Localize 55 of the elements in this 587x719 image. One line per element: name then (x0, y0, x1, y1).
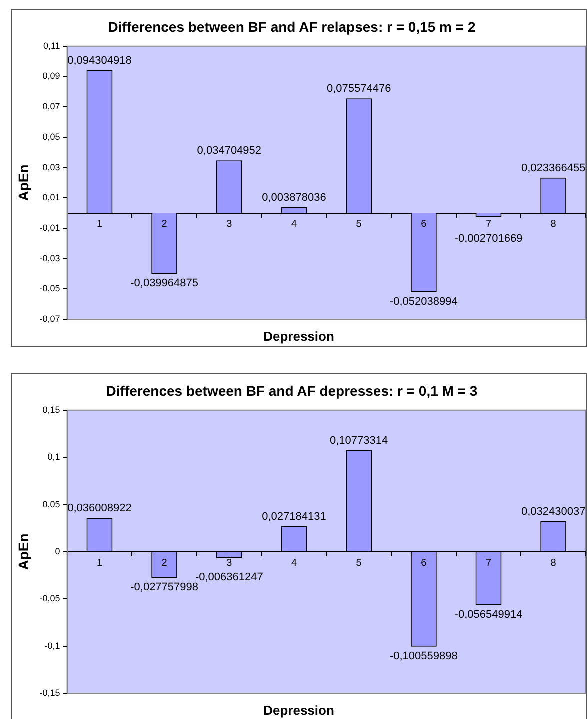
y-tick-label: 0,05 (42, 499, 60, 510)
y-tick-label: -0,05 (40, 594, 60, 604)
data-label: 0,032430037 (521, 506, 586, 518)
y-tick-label: -0,07 (40, 314, 60, 324)
x-tick-label: 6 (421, 558, 428, 569)
x-axis-title: Depression (262, 328, 336, 346)
x-tick-label: 1 (96, 219, 103, 230)
x-tick-label: 1 (96, 558, 103, 569)
x-tick-label: 5 (356, 219, 362, 230)
y-tick-label: 0,05 (42, 132, 60, 142)
y-tick-label: 0,15 (42, 404, 60, 415)
x-axis-title: Depression (262, 702, 336, 719)
data-label: 0,036008922 (68, 502, 132, 515)
data-label: -0,027757998 (130, 582, 199, 594)
data-label: 0,075574476 (326, 83, 392, 96)
x-tick-label: 8 (550, 219, 557, 230)
y-axis-title: ApEn (15, 534, 32, 570)
x-tick-label: 4 (291, 219, 298, 230)
data-label: -0,052038994 (390, 296, 458, 308)
chart-title: Differences between BF and AF relapses: r = 0,15 m = 2 (107, 18, 477, 37)
y-tick-label: -0,03 (40, 253, 60, 264)
y-tick-label: -0,05 (40, 284, 60, 294)
y-tick-label: -0,1 (44, 640, 60, 651)
y-tick-label: 0,09 (42, 71, 60, 82)
y-tick-label: 0,03 (42, 162, 60, 172)
x-tick-label: 2 (162, 219, 168, 230)
data-label: -0,039964875 (130, 278, 199, 290)
y-axis-title: ApEn (15, 164, 32, 202)
x-tick-label: 4 (291, 558, 298, 569)
chart-title: Differences between BF and AF depresses: r = 0,1 M = 3 (105, 382, 479, 401)
x-tick-label: 7 (486, 558, 492, 569)
y-tick-label: 0,07 (42, 102, 60, 112)
data-label: 0,10773314 (330, 434, 388, 447)
y-tick-label: 0 (55, 546, 60, 556)
y-tick-label: 0,11 (43, 40, 60, 51)
x-tick-label: 3 (226, 558, 233, 569)
data-label: 0,027184131 (262, 510, 326, 523)
x-tick-label: 2 (162, 558, 168, 569)
x-tick-label: 3 (226, 219, 233, 230)
data-label: 0,034704952 (197, 145, 262, 158)
x-tick-label: 5 (356, 558, 362, 569)
data-label: -0,002701669 (454, 232, 523, 245)
x-tick-label: 7 (486, 219, 492, 230)
data-label: 0,003878036 (262, 192, 326, 204)
data-label: 0,094304918 (68, 54, 132, 67)
y-tick-label: -0,01 (40, 223, 60, 234)
data-label: 0,023366455 (521, 162, 586, 174)
x-tick-label: 6 (421, 219, 428, 230)
y-tick-label: 0,01 (42, 192, 60, 203)
y-tick-label: -0,15 (40, 688, 60, 698)
data-label: -0,006361247 (195, 572, 264, 584)
data-label: -0,056549914 (454, 608, 523, 621)
data-label: -0,100559898 (390, 650, 458, 662)
y-tick-label: 0,1 (48, 452, 60, 462)
x-tick-label: 8 (550, 558, 557, 569)
